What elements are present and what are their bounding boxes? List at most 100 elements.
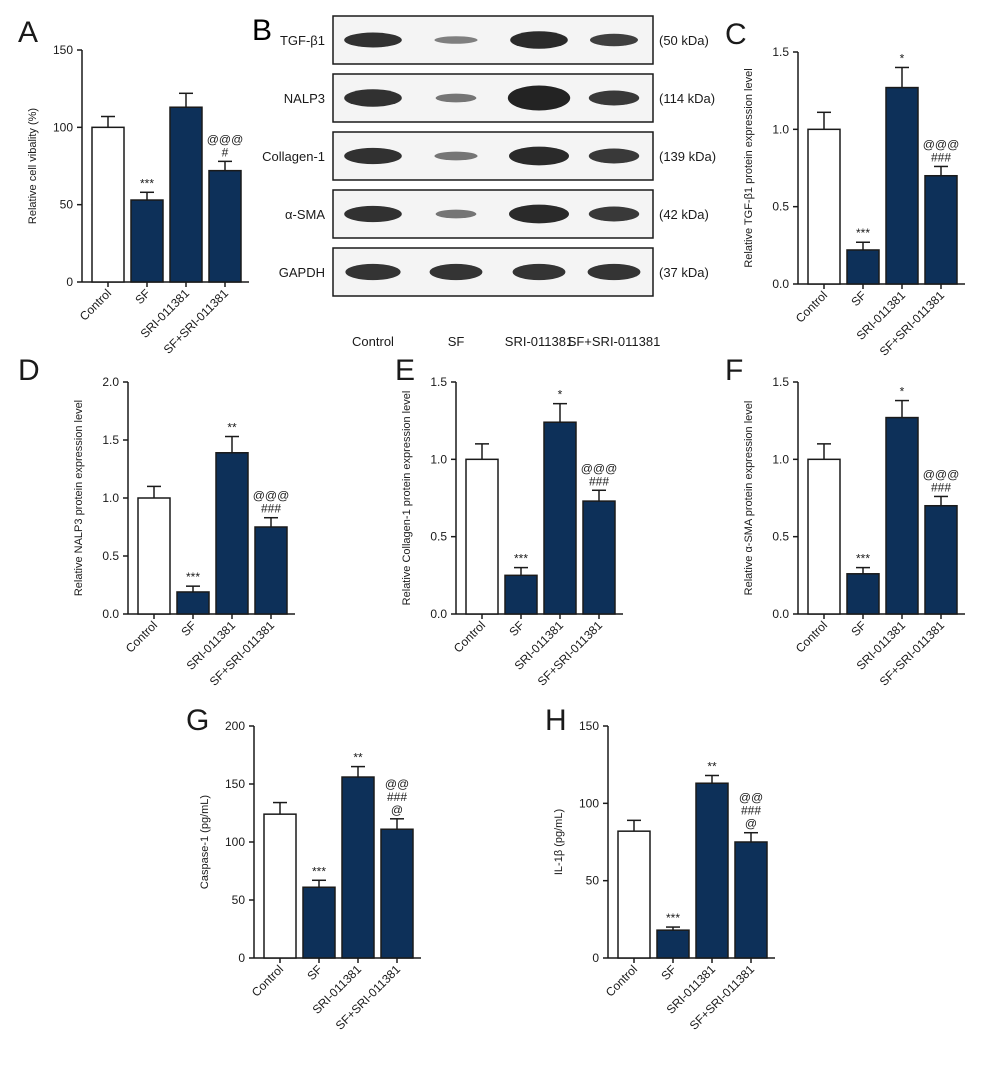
bar-control <box>807 128 841 285</box>
significance-mark: @@@ <box>581 461 618 475</box>
significance-mark: *** <box>312 864 326 878</box>
bar-sf-sri-011381 <box>208 169 242 283</box>
significance-mark: *** <box>856 226 870 240</box>
x-tick-label: SF <box>848 618 869 639</box>
significance-mark: ** <box>707 759 717 773</box>
y-axis-label: Relative TGF-β1 protein expression level <box>743 68 755 267</box>
bar-control <box>137 497 171 615</box>
blot-band <box>510 31 568 49</box>
chart-a: A 0 50 100 150 Relative cell vibality (%) Cont… <box>18 16 249 357</box>
y-tick-label: 50 <box>232 893 246 907</box>
bar-sri-011381 <box>885 416 919 615</box>
blot-band <box>344 32 402 48</box>
y-tick-label: 150 <box>579 719 599 733</box>
blot-protein-label: TGF-β1 <box>280 33 325 48</box>
y-tick-label: 1.5 <box>772 375 789 389</box>
y-tick-label: 150 <box>53 43 73 57</box>
y-tick-label: 0.5 <box>102 549 119 563</box>
panel-label-d: D <box>18 354 40 387</box>
y-tick-label: 0.0 <box>772 277 789 291</box>
x-tick-label: Control <box>249 962 286 999</box>
blot-band <box>507 85 571 111</box>
blot-protein-label: NALP3 <box>284 91 325 106</box>
bar-sf-sri-011381 <box>924 174 958 285</box>
significance-mark: ** <box>353 751 363 765</box>
y-axis-label: Caspase-1 (pg/mL) <box>199 795 211 889</box>
significance-mark: * <box>900 51 905 65</box>
bar-sri-011381 <box>169 106 203 283</box>
bar-sri-011381 <box>215 452 249 615</box>
blot-band <box>435 93 477 103</box>
blot-band <box>588 206 640 222</box>
x-tick-label: Control <box>451 618 488 655</box>
panel-label-b: B <box>252 14 272 47</box>
bar-sri-011381 <box>695 782 729 959</box>
significance-mark: ### <box>261 502 281 516</box>
significance-mark: * <box>900 385 905 399</box>
blot-lane-label: SF <box>448 334 465 349</box>
y-tick-label: 100 <box>225 835 245 849</box>
y-tick-label: 0.5 <box>772 530 789 544</box>
chart-e: E 0.0 0.5 1.0 1.5 Relative Collagen-1 protein… <box>395 354 623 689</box>
blot-row-collagen-1: Collagen-1 (139 kDa) <box>262 131 716 181</box>
y-axis-label: IL-1β (pg/mL) <box>553 809 565 875</box>
chart-c: C 0.0 0.5 1.0 1.5 Relative TGF-β1 protein exp… <box>725 18 965 359</box>
blot-protein-label: α-SMA <box>285 207 325 222</box>
significance-mark: @@@ <box>923 467 960 481</box>
blot-size-label: (114 kDa) <box>659 91 715 106</box>
x-tick-label: Control <box>123 618 160 655</box>
significance-mark: @@@ <box>923 137 960 151</box>
y-tick-label: 100 <box>53 120 73 134</box>
panel-label-a: A <box>18 16 38 49</box>
blot-row-gapdh: GAPDH (37 kDa) <box>279 247 709 297</box>
bar-sf-sri-011381 <box>734 841 768 959</box>
significance-mark: *** <box>514 552 528 566</box>
blot-band <box>344 147 402 165</box>
significance-mark: ### <box>387 790 407 804</box>
panel-label-c: C <box>725 18 747 51</box>
bar-sf <box>176 591 210 615</box>
blot-band <box>429 263 483 281</box>
blot-band <box>434 151 478 161</box>
significance-mark: *** <box>856 552 870 566</box>
bar-sf <box>504 574 538 615</box>
bar-sf <box>846 249 880 285</box>
significance-mark: *** <box>666 911 680 925</box>
y-tick-label: 1.5 <box>430 375 447 389</box>
chart-d: D 0.0 0.5 1.0 1.5 2.0 Relative NALP3 protein e… <box>18 354 295 689</box>
y-tick-label: 1.5 <box>102 433 119 447</box>
blot-size-label: (37 kDa) <box>659 265 709 280</box>
blot-lane-label: SRI-011381 <box>505 334 573 349</box>
blot-size-label: (139 kDa) <box>659 149 716 164</box>
y-tick-label: 200 <box>225 719 245 733</box>
blot-band <box>434 36 478 44</box>
significance-mark: * <box>558 388 563 402</box>
bar-control <box>617 830 651 959</box>
y-tick-label: 0.5 <box>430 530 447 544</box>
x-tick-label: SF <box>506 618 527 639</box>
significance-mark: # <box>222 145 229 159</box>
y-tick-label: 0.5 <box>772 200 789 214</box>
x-tick-label: Control <box>793 618 830 655</box>
x-tick-label: SF <box>178 618 199 639</box>
y-tick-label: 0 <box>592 951 599 965</box>
blot-band <box>344 89 402 107</box>
bar-sri-011381 <box>341 776 375 959</box>
blot-row-nalp3: NALP3 (114 kDa) <box>284 73 715 123</box>
y-tick-label: 0.0 <box>102 607 119 621</box>
y-tick-label: 1.0 <box>772 452 789 466</box>
bar-sf-sri-011381 <box>254 526 288 615</box>
significance-mark: *** <box>186 570 200 584</box>
blot-protein-label: GAPDH <box>279 265 325 280</box>
panel-label-f: F <box>725 354 743 387</box>
y-axis-label: Relative cell vibality (%) <box>27 108 39 224</box>
y-tick-label: 1.0 <box>772 122 789 136</box>
significance-mark: @ <box>745 817 757 831</box>
blot-row--sma: α-SMA (42 kDa) <box>285 189 709 239</box>
bar-control <box>465 458 499 615</box>
bar-sf-sri-011381 <box>582 500 616 615</box>
y-tick-label: 50 <box>586 874 600 888</box>
blot-band <box>587 263 641 281</box>
